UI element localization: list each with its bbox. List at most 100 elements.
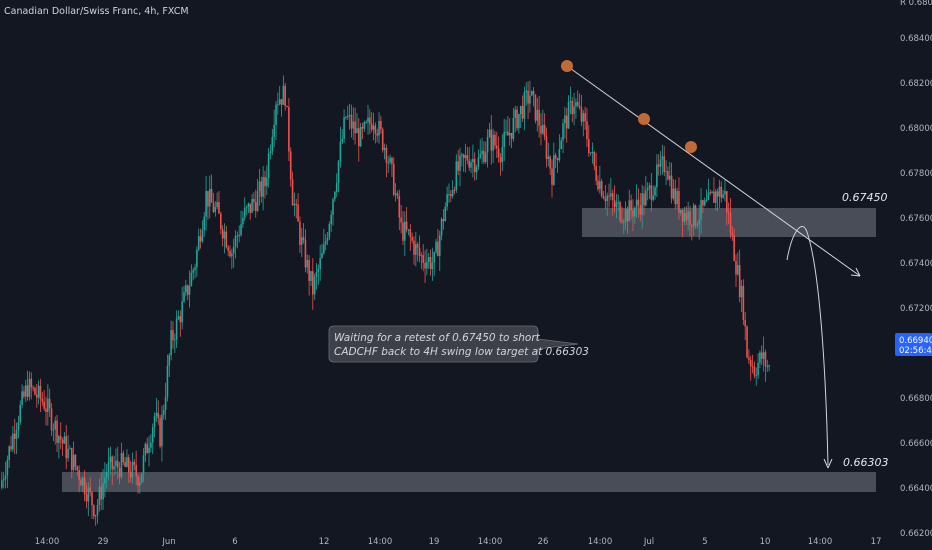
candle-body[interactable]: [619, 202, 621, 221]
candle-body[interactable]: [505, 131, 507, 133]
candle-body[interactable]: [507, 131, 509, 136]
candle-body[interactable]: [488, 129, 491, 137]
candle-body[interactable]: [221, 229, 224, 239]
candle-body[interactable]: [562, 123, 564, 141]
candle-body[interactable]: [82, 477, 84, 486]
candle-body[interactable]: [376, 133, 378, 136]
candle-body[interactable]: [41, 398, 44, 402]
candle-body[interactable]: [133, 461, 136, 465]
projection-curve[interactable]: [786, 226, 829, 466]
candle-body[interactable]: [496, 145, 498, 149]
candle-body[interactable]: [258, 181, 261, 192]
candle-body[interactable]: [689, 211, 691, 226]
candle-body[interactable]: [759, 352, 761, 363]
candle-body[interactable]: [453, 190, 456, 192]
candle-body[interactable]: [558, 149, 561, 161]
candle-body[interactable]: [271, 137, 274, 152]
candle-body[interactable]: [225, 231, 228, 248]
candle-body[interactable]: [501, 147, 504, 163]
candle-body[interactable]: [514, 109, 516, 118]
candle-body[interactable]: [396, 193, 399, 197]
candle-body[interactable]: [72, 454, 75, 470]
candle-body[interactable]: [254, 202, 257, 211]
candle-body[interactable]: [17, 422, 20, 430]
candle-body[interactable]: [479, 154, 482, 158]
candle-body[interactable]: [714, 191, 717, 203]
candle-body[interactable]: [742, 285, 745, 321]
candle-body[interactable]: [70, 448, 73, 470]
candle-body[interactable]: [407, 229, 410, 231]
candle-body[interactable]: [405, 221, 408, 230]
candle-body[interactable]: [573, 106, 575, 115]
candle-body[interactable]: [297, 204, 299, 222]
candle-body[interactable]: [186, 285, 189, 295]
candle-body[interactable]: [650, 185, 653, 200]
candle-body[interactable]: [278, 99, 281, 105]
candle-body[interactable]: [602, 195, 605, 199]
candle-body[interactable]: [220, 213, 222, 230]
candle-body[interactable]: [455, 161, 458, 191]
candle-body[interactable]: [372, 125, 375, 130]
candle-body[interactable]: [757, 362, 759, 376]
candle-body[interactable]: [748, 357, 750, 360]
candle-body[interactable]: [737, 265, 739, 275]
candle-body[interactable]: [560, 140, 562, 150]
candle-body[interactable]: [324, 241, 327, 245]
candle-body[interactable]: [289, 151, 292, 180]
candle-body[interactable]: [188, 285, 191, 295]
candle-body[interactable]: [47, 398, 49, 412]
candle-body[interactable]: [726, 191, 728, 213]
candle-body[interactable]: [223, 231, 226, 239]
candle-body[interactable]: [199, 236, 202, 242]
candle-body[interactable]: [444, 206, 447, 222]
candle-body[interactable]: [23, 391, 25, 397]
time-axis[interactable]: 14:00 29 Jun 6 12 14:00 19 14:00 26 14:00 Jul 5 10 14…: [35, 537, 882, 547]
candle-body[interactable]: [240, 224, 242, 236]
candle-body[interactable]: [15, 429, 18, 439]
candle-body[interactable]: [685, 212, 688, 221]
candle-body[interactable]: [451, 190, 454, 197]
candle-body[interactable]: [124, 461, 126, 467]
candle-body[interactable]: [606, 195, 608, 202]
candle-body[interactable]: [422, 255, 424, 263]
candle-body[interactable]: [102, 483, 104, 500]
candle-body[interactable]: [104, 477, 106, 484]
candle-body[interactable]: [172, 330, 174, 340]
candle-body[interactable]: [236, 235, 239, 237]
candle-body[interactable]: [641, 193, 643, 215]
candle-body[interactable]: [94, 515, 97, 517]
candle-body[interactable]: [354, 121, 356, 134]
candle-body[interactable]: [243, 208, 246, 218]
candle-body[interactable]: [218, 202, 220, 214]
candle-body[interactable]: [683, 212, 686, 222]
candle-body[interactable]: [312, 271, 314, 295]
candle-body[interactable]: [273, 125, 275, 138]
candle-body[interactable]: [622, 221, 625, 223]
candle-body[interactable]: [540, 125, 542, 134]
candle-body[interactable]: [339, 141, 342, 162]
candle-body[interactable]: [448, 194, 450, 196]
candle-body[interactable]: [267, 153, 270, 178]
candle-body[interactable]: [197, 236, 200, 250]
candle-body[interactable]: [356, 128, 358, 134]
candle-body[interactable]: [207, 191, 209, 207]
candle-body[interactable]: [667, 171, 669, 180]
candle-body[interactable]: [282, 85, 285, 105]
candle-body[interactable]: [523, 92, 526, 119]
candle-body[interactable]: [610, 193, 612, 197]
candle-body[interactable]: [700, 200, 702, 220]
candle-body[interactable]: [470, 162, 472, 168]
candle-body[interactable]: [159, 418, 161, 447]
pivot-high-marker[interactable]: [638, 113, 650, 125]
candle-body[interactable]: [426, 261, 428, 269]
candle-body[interactable]: [196, 249, 198, 268]
candle-body[interactable]: [30, 378, 33, 388]
candle-body[interactable]: [36, 394, 38, 398]
candle-body[interactable]: [547, 156, 550, 159]
candle-body[interactable]: [269, 151, 272, 154]
candle-body[interactable]: [381, 129, 384, 150]
candle-body[interactable]: [58, 436, 60, 443]
candle-body[interactable]: [214, 207, 217, 212]
candle-body[interactable]: [415, 244, 417, 255]
